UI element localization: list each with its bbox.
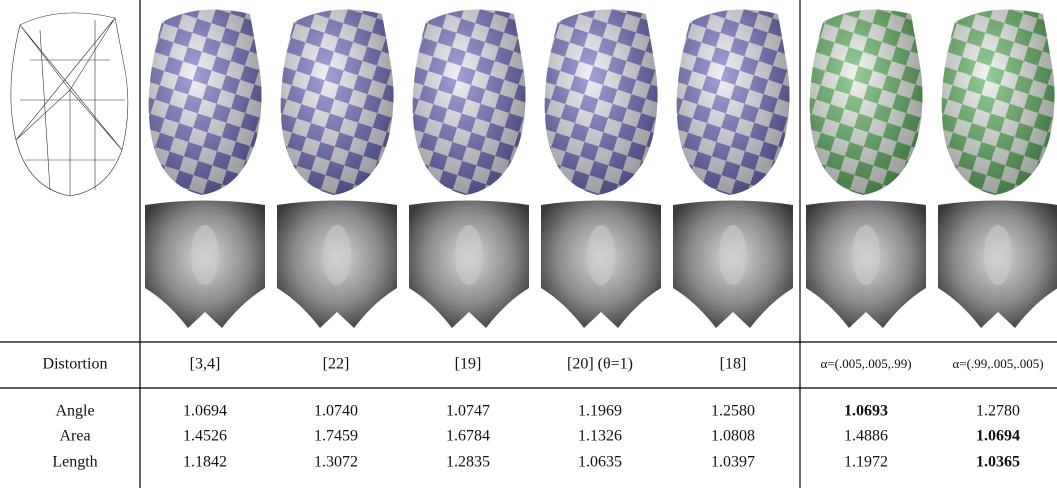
header-cell: [3,4] [190,356,221,373]
row-label: Angle [55,403,94,420]
table-cell: 1.6784 [446,428,490,445]
table-cell: 1.1842 [183,454,227,471]
table-cell: 1.0694 [183,403,227,420]
row-label: Length [52,454,97,471]
page: Distortion [3,4] [22] [19] [20] (θ=1) [18] α=(… [0,0,1057,488]
checker-face [810,10,923,196]
header-cell: [19] [455,356,482,373]
parameterization-image [541,201,661,329]
table-cell: 1.0635 [578,454,622,471]
table-cell: 1.2835 [446,454,490,471]
parameterization-image [277,201,397,329]
table-cell: 1.0397 [711,454,755,471]
checker-face [545,10,658,196]
header-cell: α=(.99,.005,.005) [952,356,1043,371]
table-cell: 1.3072 [314,454,358,471]
figure: Distortion [3,4] [22] [19] [20] (θ=1) [18] α=(… [0,0,1057,488]
table-cell: 1.0747 [446,403,490,420]
parameterization-image [806,201,926,329]
table: Distortion [3,4] [22] [19] [20] (θ=1) [18] α=(… [43,356,1044,471]
wireframe-mesh [11,13,128,196]
table-cell: 1.0694 [976,428,1020,445]
parameterization-image [673,201,793,329]
parameterization-image [938,201,1057,329]
table-cell: 1.1969 [578,403,622,420]
table-cell: 1.4886 [844,428,888,445]
table-cell: 1.1326 [578,428,622,445]
table-cell: 1.0808 [711,428,755,445]
checker-face [413,10,526,196]
header-cell: α=(.005,.005,.99) [820,356,911,371]
header-cell: [20] (θ=1) [567,356,633,373]
parameterization-image [145,201,265,329]
row-label: Area [59,428,90,445]
table-cell: 1.0365 [976,454,1020,471]
table-cell: 1.0693 [844,403,888,420]
table-cell: 1.2580 [711,403,755,420]
checker-face [942,10,1055,196]
table-cell: 1.1972 [844,454,888,471]
parameterization-image [409,201,529,329]
header-cell: [18] [720,356,747,373]
checker-face [281,10,394,196]
table-cell: 1.4526 [183,428,227,445]
table-cell: 1.2780 [976,403,1020,420]
table-cell: 1.0740 [314,403,358,420]
table-cell: 1.7459 [314,428,358,445]
checker-face [149,10,262,196]
header-cell: [22] [323,356,350,373]
header-cell: Distortion [43,356,108,373]
checker-face [677,10,790,196]
